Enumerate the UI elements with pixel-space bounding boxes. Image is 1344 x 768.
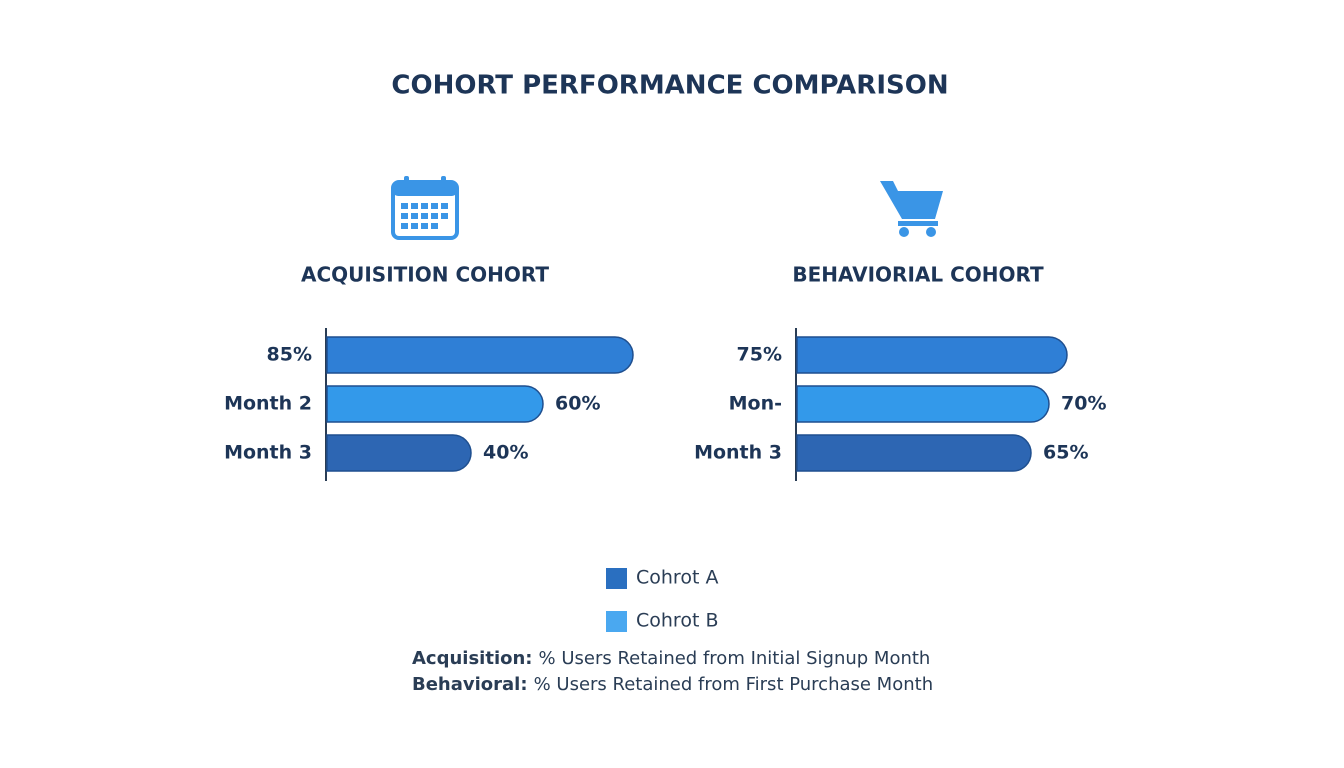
category-label: Month 3 bbox=[694, 442, 782, 464]
note-text: % Users Retained from First Purchase Mon… bbox=[534, 674, 934, 695]
bar bbox=[326, 385, 544, 423]
calendar-icon bbox=[391, 176, 459, 240]
bar bbox=[796, 385, 1050, 423]
category-label: Month 2 bbox=[224, 393, 312, 415]
note-label: Acquisition: bbox=[412, 648, 533, 669]
note-text: % Users Retained from Initial Signup Mon… bbox=[539, 648, 931, 669]
value-label: 40% bbox=[483, 442, 528, 464]
note: Acquisition: % Users Retained from Initia… bbox=[412, 648, 930, 669]
value-label: 85% bbox=[267, 344, 312, 366]
note-label: Behavioral: bbox=[412, 674, 528, 695]
legend-swatch bbox=[606, 568, 627, 589]
bar bbox=[796, 434, 1032, 472]
value-label: 65% bbox=[1043, 442, 1088, 464]
bar bbox=[326, 336, 634, 374]
value-label: 60% bbox=[555, 393, 600, 415]
category-label: Mon- bbox=[729, 393, 782, 415]
chart-subtitle: BEHAVIORIAL COHORT bbox=[792, 263, 1044, 287]
value-label: 70% bbox=[1061, 393, 1106, 415]
bar bbox=[796, 336, 1068, 374]
legend-label: Cohrot A bbox=[636, 567, 718, 589]
legend: Cohrot A Cohrot B bbox=[606, 567, 718, 632]
category-label: Month 3 bbox=[224, 442, 312, 464]
note: Behavioral: % Users Retained from First P… bbox=[412, 674, 933, 695]
cart-icon bbox=[880, 181, 943, 237]
value-label: 75% bbox=[737, 344, 782, 366]
page-title: COHORT PERFORMANCE COMPARISON bbox=[391, 71, 948, 101]
chart-subtitle: ACQUISITION COHORT bbox=[301, 263, 549, 287]
legend-swatch bbox=[606, 611, 627, 632]
bar bbox=[326, 434, 472, 472]
legend-label: Cohrot B bbox=[636, 610, 718, 632]
